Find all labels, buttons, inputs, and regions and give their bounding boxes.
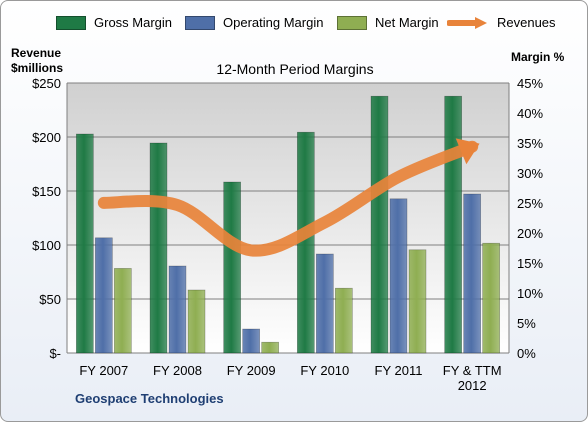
category-label: FY 2008 xyxy=(153,363,202,378)
category-label: FY 2009 xyxy=(227,363,276,378)
category-label: FY & TTM xyxy=(443,363,502,378)
left-tick-label: $- xyxy=(49,346,61,361)
bar-operating-margin xyxy=(463,193,481,354)
right-tick-label: 5% xyxy=(517,316,536,331)
legend-label-operating-margin: Operating Margin xyxy=(223,15,324,30)
left-axis-title: Revenue $millions xyxy=(11,46,63,76)
bar-net-margin xyxy=(187,289,206,354)
right-tick-label: 40% xyxy=(517,106,543,121)
legend-label-gross-margin: Gross Margin xyxy=(94,15,173,30)
legend-swatch-operating-margin xyxy=(185,15,215,30)
category-label: FY 2011 xyxy=(375,363,423,378)
chart-title: 12-Month Period Margins xyxy=(216,61,374,77)
legend-item-revenues: Revenues xyxy=(447,15,556,30)
bar-net-margin xyxy=(261,341,279,354)
revenue-line xyxy=(97,140,479,257)
left-tick-label: $200 xyxy=(32,130,61,145)
right-tick-label: 20% xyxy=(517,226,543,241)
legend-label-revenues: Revenues xyxy=(497,15,556,30)
bar-gross-margin xyxy=(223,181,241,354)
legend-label-net-margin: Net Margin xyxy=(375,15,439,30)
legend: Gross Margin Operating Margin Net Margin… xyxy=(1,1,587,41)
legend-item-gross-margin: Gross Margin xyxy=(56,15,172,30)
bar-operating-margin xyxy=(168,265,187,354)
bar-net-margin xyxy=(114,268,132,354)
legend-item-operating-margin: Operating Margin xyxy=(185,15,323,30)
legend-swatch-gross-margin xyxy=(56,15,86,30)
bar-gross-margin xyxy=(76,133,94,354)
right-tick-label: 10% xyxy=(517,286,543,301)
right-tick-label: 45% xyxy=(517,76,543,91)
bar-net-margin xyxy=(335,287,353,354)
bar-gross-margin xyxy=(149,142,168,354)
right-tick-label: 15% xyxy=(517,256,543,271)
right-tick-label: 0% xyxy=(517,346,536,361)
left-tick-label: $100 xyxy=(32,238,61,253)
left-tick-label: $150 xyxy=(32,184,61,199)
right-tick-label: 30% xyxy=(517,166,543,181)
plot-area xyxy=(67,83,509,353)
right-tick-label: 35% xyxy=(517,136,543,151)
legend-swatch-net-margin xyxy=(337,15,367,30)
category-label: FY 2007 xyxy=(79,363,128,378)
left-tick-label: $250 xyxy=(32,76,61,91)
right-axis-title: Margin % xyxy=(511,50,565,64)
bar-net-margin xyxy=(482,242,500,354)
bar-net-margin xyxy=(408,249,427,354)
legend-item-net-margin: Net Margin xyxy=(337,15,439,30)
left-tick-label: $50 xyxy=(39,292,61,307)
left-axis-title-line1: Revenue xyxy=(11,46,62,60)
revenue-arrowhead xyxy=(455,138,480,165)
bar-operating-margin xyxy=(316,253,334,354)
category-label: 2012 xyxy=(458,378,487,393)
category-label: FY 2010 xyxy=(300,363,349,378)
legend-arrow-icon xyxy=(447,16,487,29)
bar-gross-margin xyxy=(444,95,462,354)
bar-gross-margin xyxy=(370,95,389,354)
bar-operating-margin xyxy=(389,198,408,354)
right-tick-label: 25% xyxy=(517,196,543,211)
company-name: Geospace Technologies xyxy=(75,391,224,406)
bar-operating-margin xyxy=(242,328,260,354)
left-axis-title-line2: $millions xyxy=(11,61,64,75)
bar-operating-margin xyxy=(95,237,113,354)
